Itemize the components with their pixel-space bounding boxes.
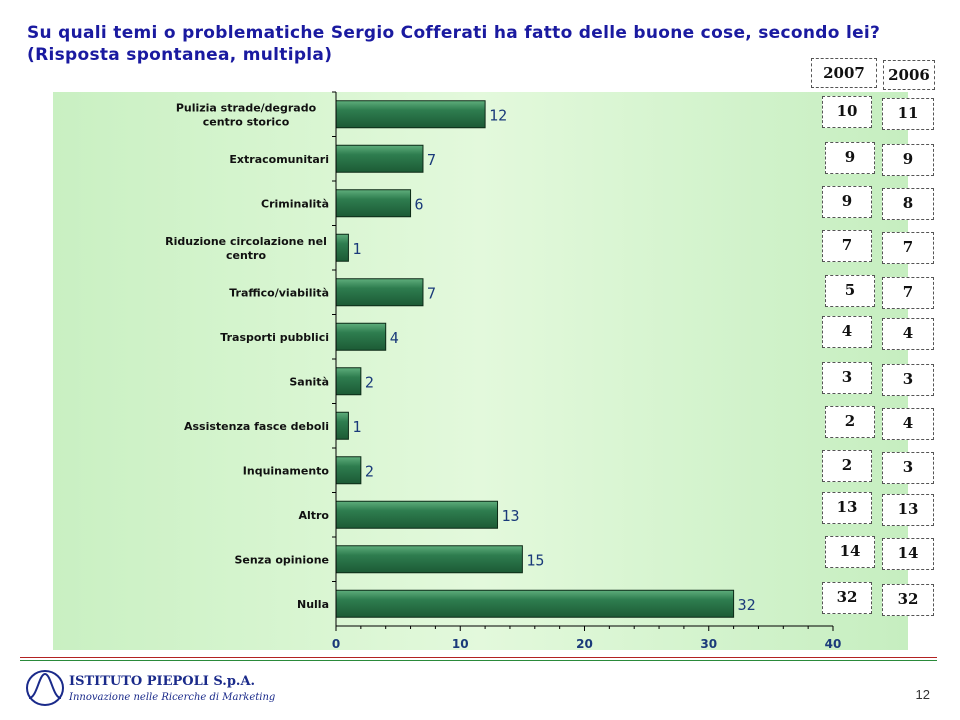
- value-2007-box: 7: [822, 230, 872, 262]
- bar: [335, 322, 387, 351]
- bar-value-label: 32: [738, 596, 756, 614]
- bar-value-label: 15: [526, 551, 544, 569]
- bar-value-label: 1: [352, 240, 361, 258]
- bar: [335, 367, 362, 396]
- bar: [335, 100, 486, 129]
- bar-value-label: 7: [427, 151, 436, 169]
- x-tick-label: 10: [452, 637, 469, 651]
- year-2006-header: 2006: [883, 60, 935, 90]
- bar: [335, 233, 349, 262]
- bar: [335, 589, 735, 618]
- bar-value-label: 2: [365, 373, 374, 391]
- bar-value-label: 7: [427, 284, 436, 302]
- category-label: Criminalità: [261, 197, 329, 210]
- value-2006-box: 7: [882, 277, 934, 309]
- value-2006-box: 14: [882, 538, 934, 570]
- value-2007-box: 9: [825, 142, 875, 174]
- value-2007-box: 4: [822, 316, 872, 348]
- bar: [335, 189, 412, 218]
- value-2006-box: 13: [882, 494, 934, 526]
- value-2007-box: 14: [825, 536, 875, 568]
- value-2006-box: 3: [882, 452, 934, 484]
- value-2007-box: 10: [822, 96, 872, 128]
- bar-value-label: 2: [365, 462, 374, 480]
- value-2006-box: 9: [882, 144, 934, 176]
- value-2006-box: 3: [882, 364, 934, 396]
- bar: [335, 545, 523, 574]
- page-number: 12: [915, 687, 930, 702]
- value-2006-box: 4: [882, 408, 934, 440]
- category-label: Senza opinione: [234, 553, 329, 566]
- value-2006-box: 11: [882, 98, 934, 130]
- value-2007-box: 3: [822, 362, 872, 394]
- x-tick-label: 0: [332, 637, 340, 651]
- category-label: centro: [226, 249, 266, 262]
- x-tick-label: 40: [825, 637, 842, 651]
- bar-value-label: 6: [415, 195, 424, 213]
- bar-value-label: 12: [489, 106, 507, 124]
- bar: [335, 411, 349, 440]
- x-tick-label: 30: [700, 637, 717, 651]
- value-2006-box: 32: [882, 584, 934, 616]
- category-label: Trasporti pubblici: [220, 331, 329, 344]
- footer-rule-red: [20, 657, 937, 658]
- category-label: Pulizia strade/degrado: [176, 101, 317, 114]
- value-2006-box: 4: [882, 318, 934, 350]
- value-2007-box: 2: [822, 450, 872, 482]
- x-tick-label: 20: [576, 637, 593, 651]
- value-2007-box: 2: [825, 406, 875, 438]
- value-2006-box: 7: [882, 232, 934, 264]
- title-line-2: (Risposta spontanea, multipla): [27, 45, 333, 65]
- logo-bell-icon: [26, 670, 64, 706]
- category-label: Traffico/viabilità: [229, 286, 329, 299]
- value-2007-box: 9: [822, 186, 872, 218]
- category-label: Sanità: [289, 375, 329, 388]
- footer-rule-green: [20, 660, 937, 661]
- category-label: Assistenza fasce deboli: [184, 420, 329, 433]
- category-label: Altro: [298, 509, 329, 522]
- value-2006-box: 8: [882, 188, 934, 220]
- value-2007-box: 5: [825, 275, 875, 307]
- bar-value-label: 4: [390, 329, 399, 347]
- company-logo: ISTITUTO PIEPOLI S.p.A. Innovazione nell…: [25, 668, 285, 712]
- category-label: centro storico: [203, 115, 290, 128]
- bar-value-label: 1: [352, 418, 361, 436]
- value-2007-box: 13: [822, 492, 872, 524]
- company-name: ISTITUTO PIEPOLI S.p.A.: [69, 674, 256, 689]
- slide-title: Su quali temi o problematiche Sergio Cof…: [27, 22, 947, 66]
- company-tagline: Innovazione nelle Ricerche di Marketing: [69, 692, 276, 703]
- value-2007-box: 32: [822, 582, 872, 614]
- category-label: Riduzione circolazione nel: [165, 235, 327, 248]
- title-line-1: Su quali temi o problematiche Sergio Cof…: [27, 23, 881, 43]
- bar: [335, 456, 362, 485]
- bar: [335, 144, 424, 173]
- bar: [335, 278, 424, 307]
- category-label: Inquinamento: [243, 464, 330, 477]
- year-2007-header: 2007: [811, 58, 877, 88]
- category-label: Extracomunitari: [229, 153, 329, 166]
- bar: [335, 500, 499, 529]
- category-label: Nulla: [297, 598, 329, 611]
- bar-value-label: 13: [502, 507, 520, 525]
